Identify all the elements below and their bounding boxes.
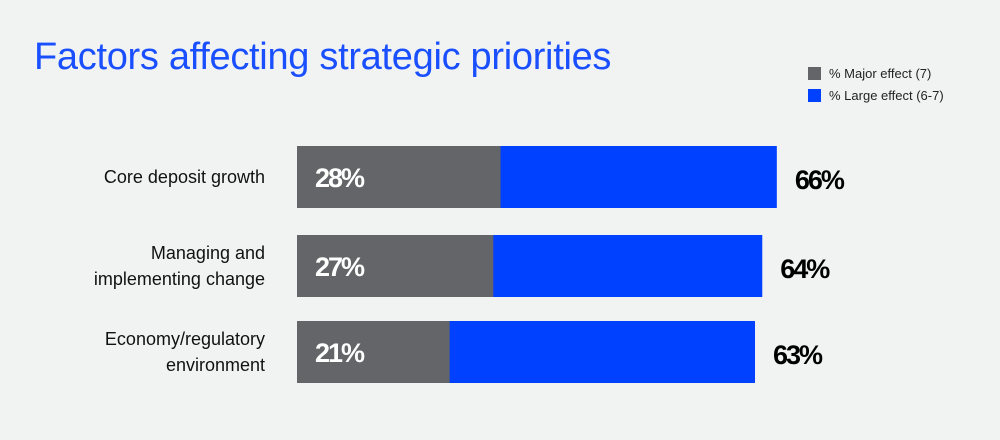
data-label-large: 66%	[795, 165, 845, 195]
legend-swatch-large	[808, 88, 821, 102]
data-label-large: 63%	[773, 340, 823, 370]
category-label: Economy/regulatory	[105, 329, 265, 349]
bar-major-effect	[297, 321, 450, 383]
legend-label-large: % Large effect (6-7)	[829, 87, 944, 103]
legend-item-large: % Large effect (6-7)	[808, 84, 944, 106]
legend-swatch-major	[808, 66, 821, 80]
category-label: Managing and	[151, 243, 265, 263]
category-label: environment	[166, 355, 265, 375]
legend-item-major: % Major effect (7)	[808, 62, 944, 84]
legend-label-major: % Major effect (7)	[829, 65, 932, 81]
data-label-major: 21%	[315, 338, 365, 368]
data-label-large: 64%	[780, 254, 830, 284]
category-label: Core deposit growth	[104, 167, 265, 187]
data-label-major: 27%	[315, 252, 365, 282]
chart-title: Factors affecting strategic priorities	[34, 36, 612, 78]
bar-major-effect	[297, 146, 501, 208]
data-label-major: 28%	[315, 163, 365, 193]
bar-major-effect	[297, 235, 494, 297]
category-label: implementing change	[94, 269, 265, 289]
legend: % Major effect (7) % Large effect (6-7)	[808, 62, 944, 106]
